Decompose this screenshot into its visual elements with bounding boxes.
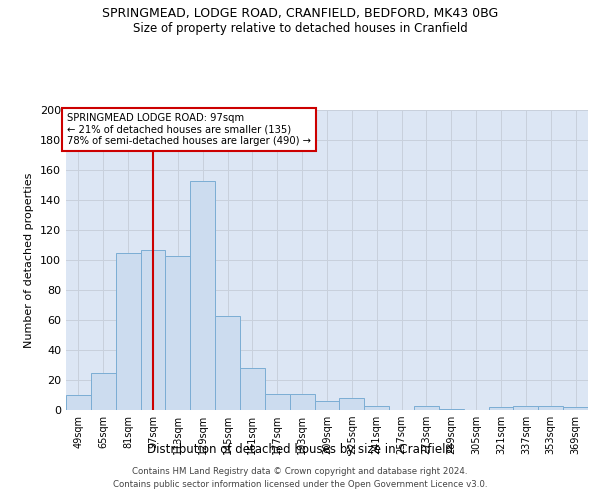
Bar — [140, 250, 166, 410]
Bar — [314, 401, 340, 410]
Bar — [563, 407, 588, 410]
Bar — [340, 398, 364, 410]
Text: Size of property relative to detached houses in Cranfield: Size of property relative to detached ho… — [133, 22, 467, 35]
Bar — [265, 394, 290, 410]
Bar — [190, 180, 215, 410]
Bar — [240, 368, 265, 410]
Bar — [166, 256, 190, 410]
Bar — [538, 406, 563, 410]
Bar — [439, 408, 464, 410]
Bar — [215, 316, 240, 410]
Bar — [514, 406, 538, 410]
Bar — [414, 406, 439, 410]
Text: SPRINGMEAD LODGE ROAD: 97sqm
← 21% of detached houses are smaller (135)
78% of s: SPRINGMEAD LODGE ROAD: 97sqm ← 21% of de… — [67, 113, 311, 146]
Text: Contains public sector information licensed under the Open Government Licence v3: Contains public sector information licen… — [113, 480, 487, 489]
Text: Contains HM Land Registry data © Crown copyright and database right 2024.: Contains HM Land Registry data © Crown c… — [132, 467, 468, 476]
Bar — [66, 395, 91, 410]
Text: SPRINGMEAD, LODGE ROAD, CRANFIELD, BEDFORD, MK43 0BG: SPRINGMEAD, LODGE ROAD, CRANFIELD, BEDFO… — [102, 8, 498, 20]
Bar — [364, 406, 389, 410]
Text: Distribution of detached houses by size in Cranfield: Distribution of detached houses by size … — [147, 442, 453, 456]
Bar — [91, 372, 116, 410]
Bar — [488, 407, 514, 410]
Bar — [116, 252, 140, 410]
Bar — [290, 394, 314, 410]
Y-axis label: Number of detached properties: Number of detached properties — [25, 172, 34, 348]
